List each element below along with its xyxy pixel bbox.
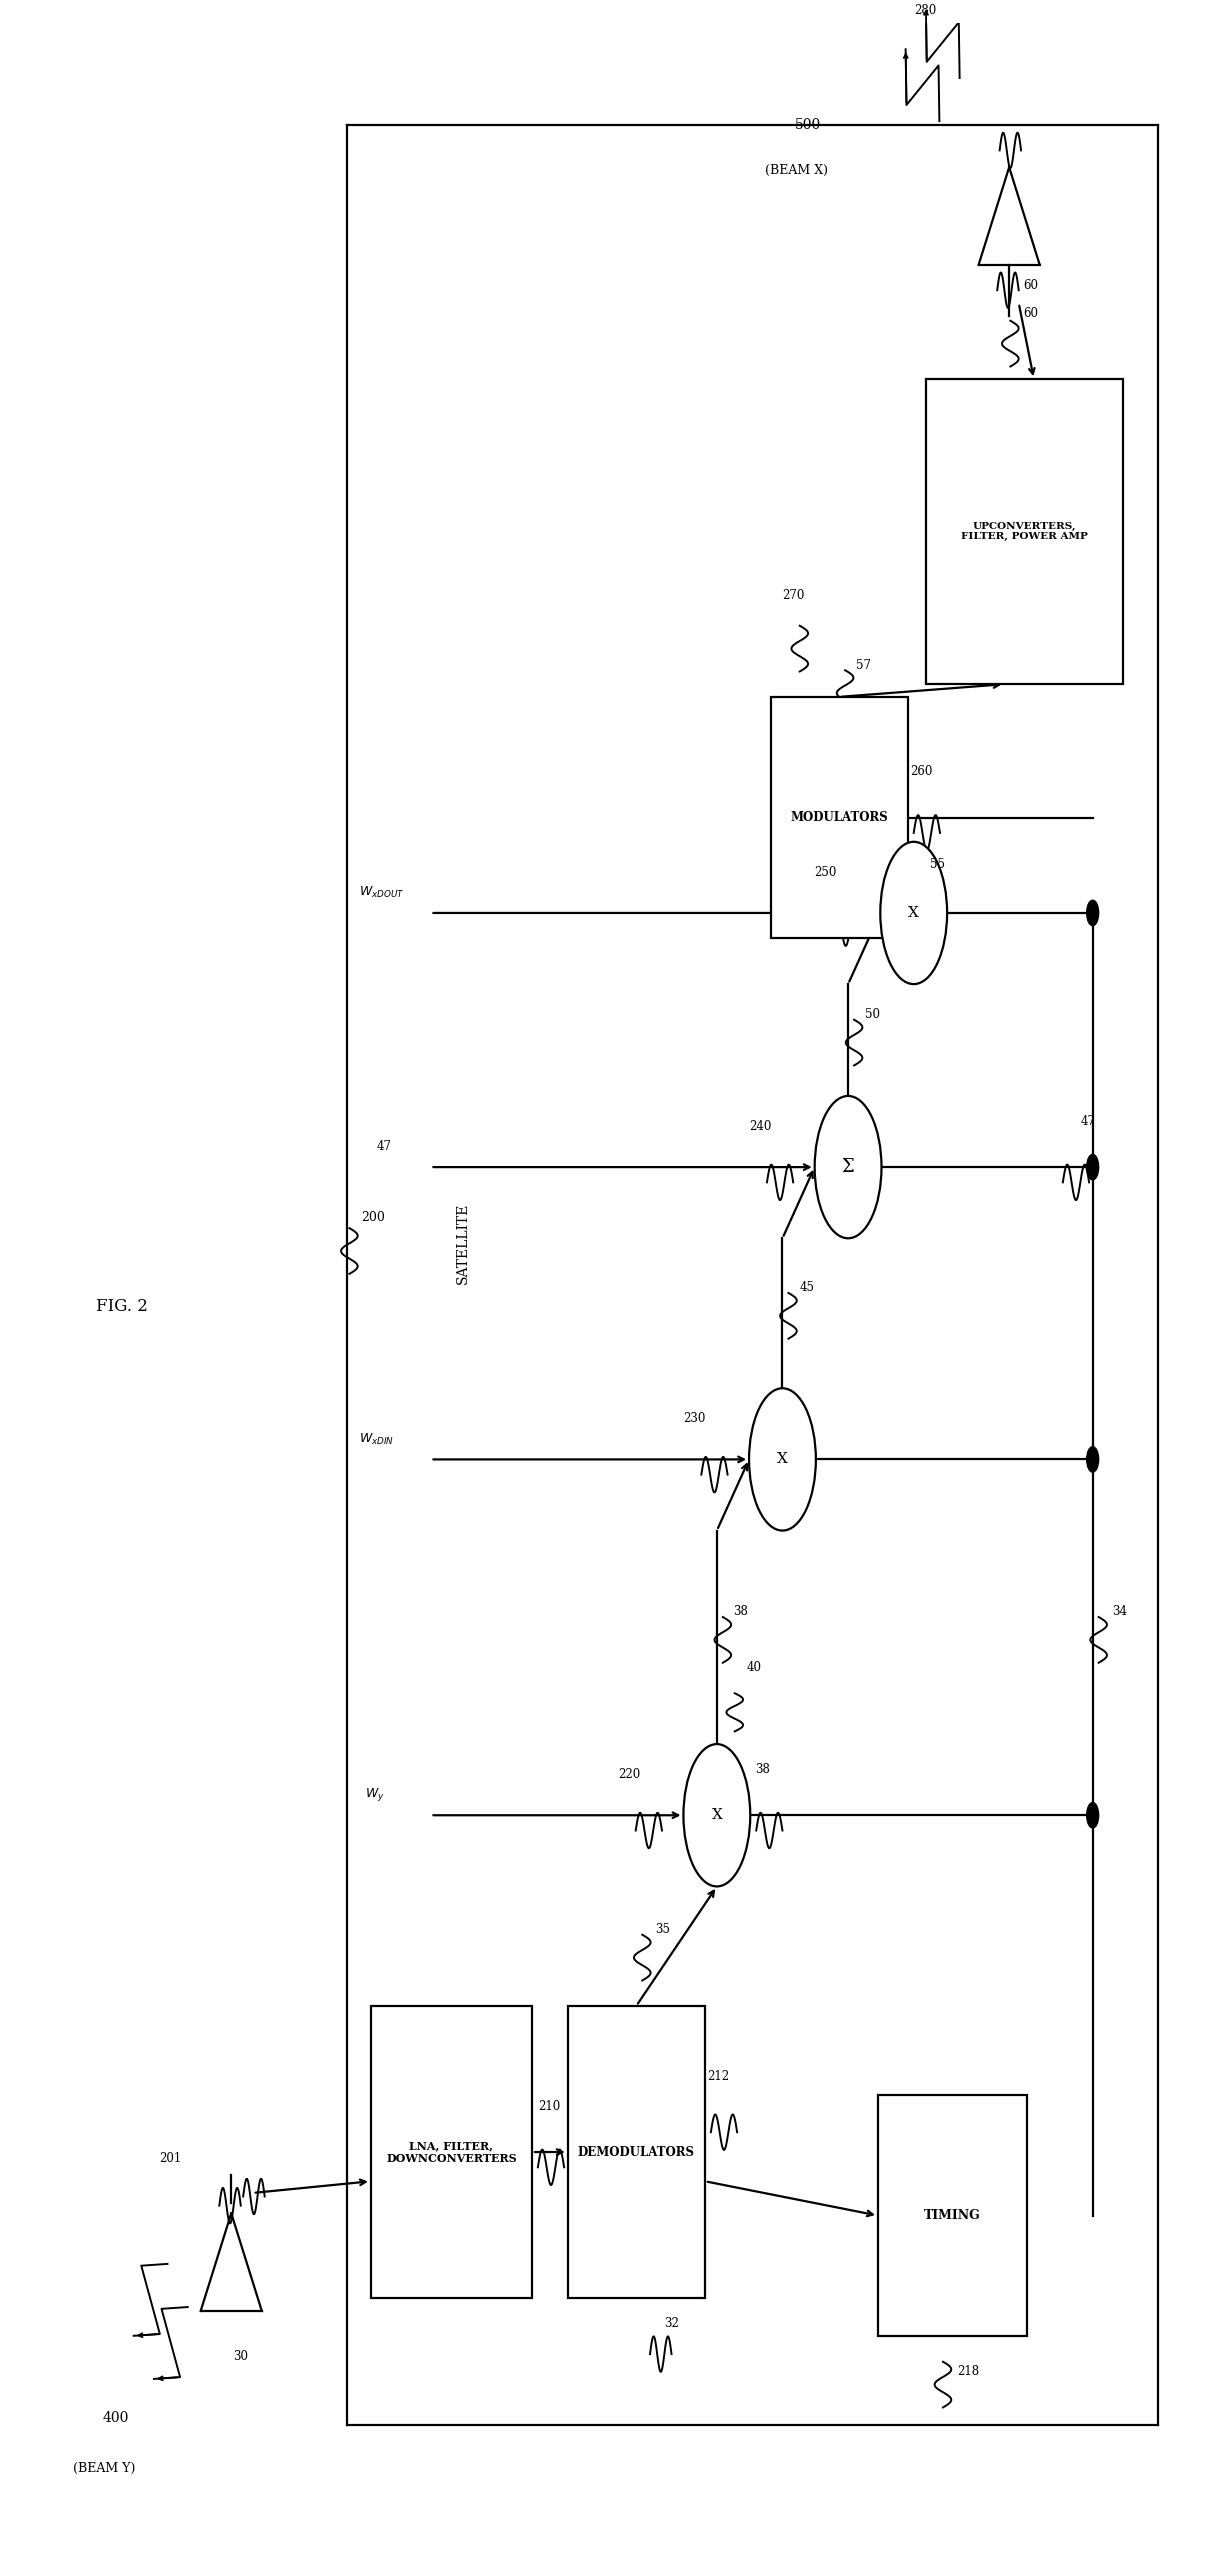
Circle shape — [1086, 900, 1098, 926]
Text: 220: 220 — [618, 1767, 640, 1780]
Text: 400: 400 — [103, 2410, 129, 2425]
Text: 34: 34 — [1112, 1605, 1127, 1618]
Text: $W_{xDIN}$: $W_{xDIN}$ — [358, 1433, 393, 1445]
Text: X: X — [909, 905, 920, 921]
Text: 230: 230 — [683, 1412, 706, 1425]
Text: $W_y$: $W_y$ — [365, 1788, 385, 1803]
Text: 55: 55 — [931, 859, 945, 872]
Text: 280: 280 — [914, 5, 935, 18]
Text: 50: 50 — [864, 1008, 880, 1021]
Text: 30: 30 — [233, 2351, 249, 2364]
Text: Σ: Σ — [841, 1157, 855, 1175]
Text: 60: 60 — [1024, 306, 1038, 319]
Text: FIG. 2: FIG. 2 — [97, 1299, 148, 1314]
Text: 38: 38 — [734, 1605, 748, 1618]
Text: MODULATORS: MODULATORS — [791, 810, 888, 823]
Bar — [770, 697, 908, 939]
Text: 38: 38 — [756, 1762, 770, 1777]
Text: 201: 201 — [159, 2153, 182, 2166]
Text: 35: 35 — [655, 1924, 670, 1937]
Text: 240: 240 — [750, 1119, 771, 1132]
Text: 47: 47 — [377, 1139, 392, 1152]
Text: 250: 250 — [815, 867, 838, 880]
Text: $W_{xDOUT}$: $W_{xDOUT}$ — [358, 885, 404, 900]
Circle shape — [815, 1096, 881, 1237]
Circle shape — [750, 1389, 816, 1530]
Text: 270: 270 — [782, 589, 804, 602]
Text: 210: 210 — [538, 2099, 560, 2112]
Text: 32: 32 — [664, 2317, 678, 2330]
Text: 47: 47 — [1080, 1114, 1096, 1129]
Text: 218: 218 — [957, 2366, 979, 2379]
Text: 57: 57 — [856, 658, 870, 671]
Circle shape — [1086, 1803, 1098, 1829]
Circle shape — [683, 1744, 751, 1885]
Circle shape — [1086, 1155, 1098, 1181]
Text: SATELLITE: SATELLITE — [456, 1204, 470, 1283]
Text: (BEAM X): (BEAM X) — [764, 165, 828, 177]
Text: TIMING: TIMING — [925, 2209, 981, 2222]
Circle shape — [1086, 1445, 1098, 1471]
Bar — [877, 2094, 1027, 2335]
Text: 260: 260 — [910, 766, 933, 779]
Text: (BEAM Y): (BEAM Y) — [72, 2461, 135, 2474]
Text: 40: 40 — [747, 1662, 762, 1674]
Bar — [926, 378, 1123, 684]
Text: X: X — [711, 1808, 722, 1821]
Text: 60: 60 — [1024, 278, 1038, 291]
Text: 200: 200 — [361, 1211, 385, 1224]
Text: 500: 500 — [794, 118, 821, 131]
Bar — [371, 2006, 532, 2299]
Text: 212: 212 — [707, 2070, 729, 2083]
Circle shape — [880, 841, 947, 985]
Text: DEMODULATORS: DEMODULATORS — [578, 2145, 695, 2158]
Text: UPCONVERTERS,
FILTER, POWER AMP: UPCONVERTERS, FILTER, POWER AMP — [961, 522, 1088, 540]
Bar — [567, 2006, 705, 2299]
Text: X: X — [777, 1453, 788, 1466]
Text: 45: 45 — [799, 1281, 815, 1294]
Text: LNA, FILTER,
DOWNCONVERTERS: LNA, FILTER, DOWNCONVERTERS — [386, 2140, 517, 2163]
